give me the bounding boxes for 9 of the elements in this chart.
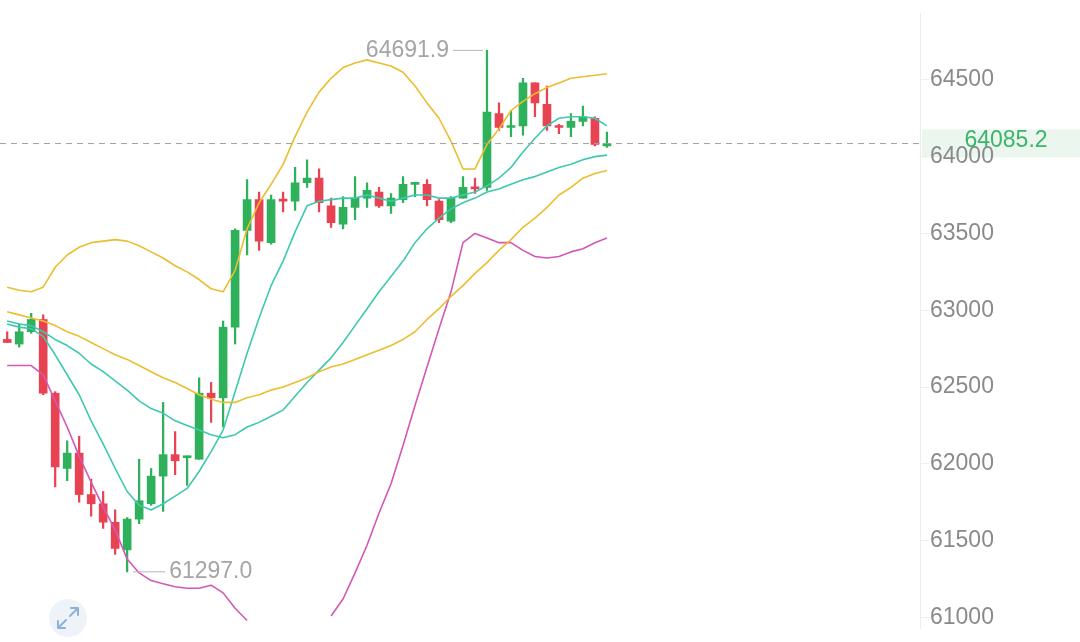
- y-tick-label: 63000: [929, 295, 994, 322]
- y-tick-label: 62000: [929, 449, 994, 476]
- y-tick-label: 64500: [929, 65, 994, 92]
- y-tick-label: 61000: [929, 602, 994, 629]
- annotation: 64691.9: [365, 35, 449, 62]
- y-tick-label: 61500: [929, 525, 994, 552]
- y-tick-label: 63500: [929, 218, 994, 245]
- y-tick-label: 62500: [929, 372, 994, 399]
- annotation: 61297.0: [169, 557, 253, 584]
